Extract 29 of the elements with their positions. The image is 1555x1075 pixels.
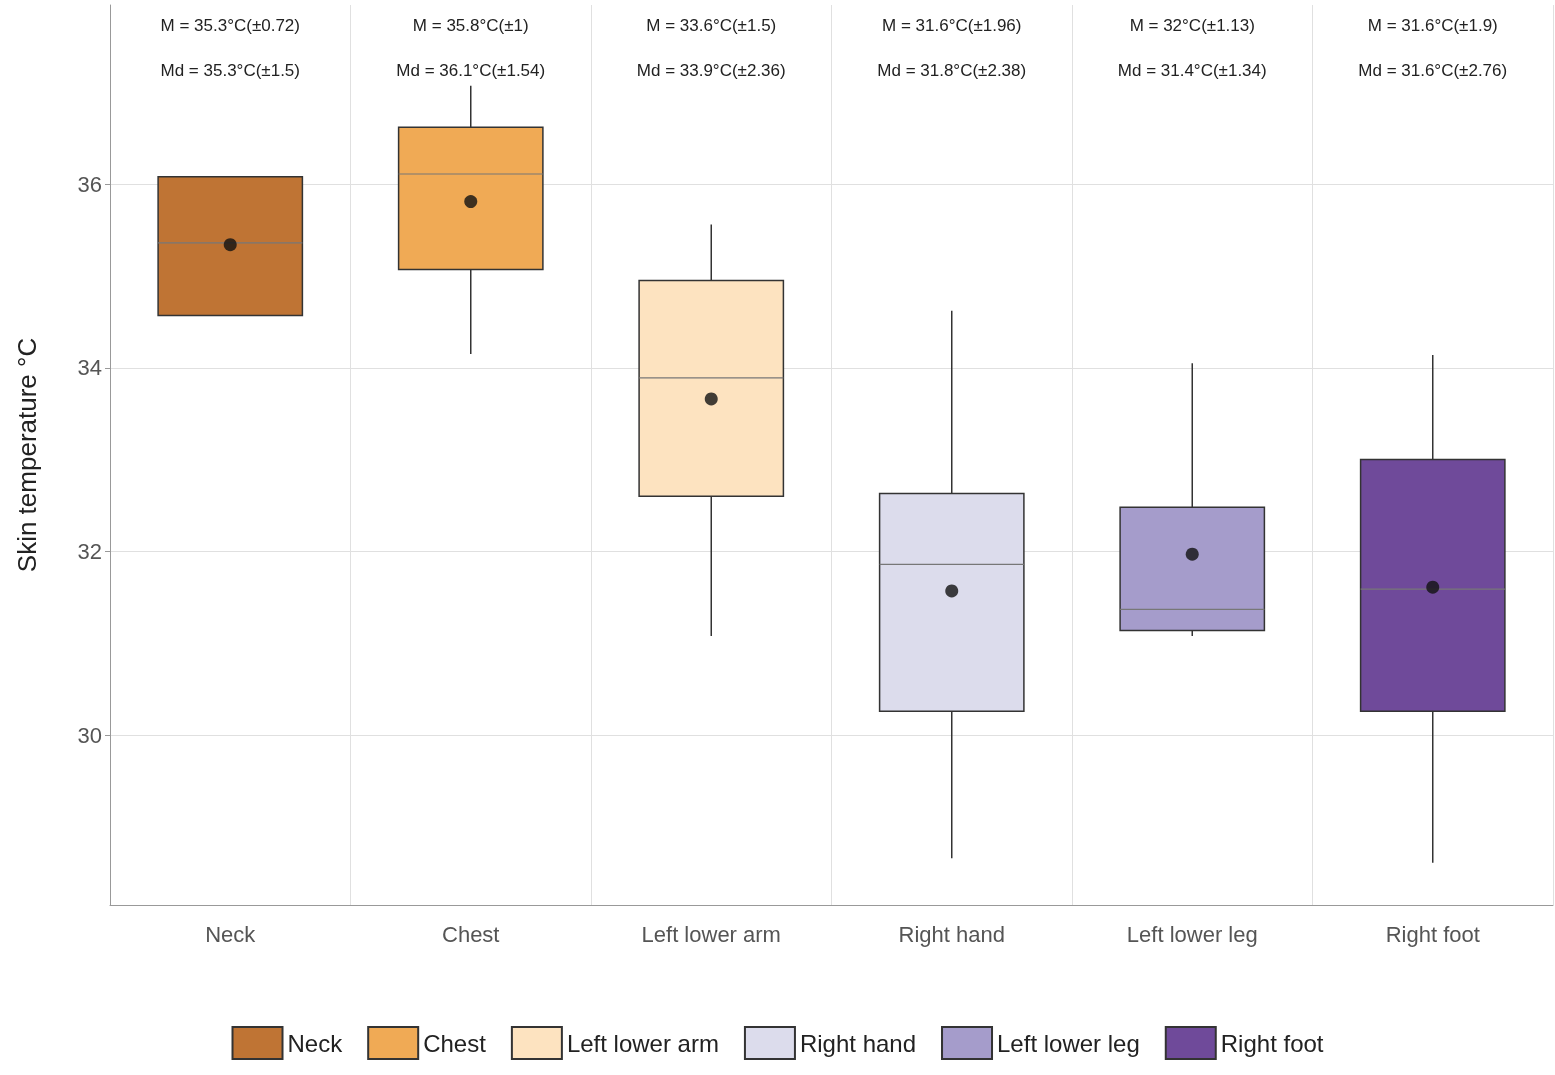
legend-label: Neck xyxy=(287,1029,344,1057)
y-axis-title: Skin temperature °C xyxy=(12,337,42,573)
annotation: Md = 35.3°C(±1.5) xyxy=(160,60,300,80)
y-tick-label: 34 xyxy=(77,355,102,381)
legend-label: Chest xyxy=(423,1029,487,1057)
annotation: M = 35.3°C(±0.72) xyxy=(160,15,300,35)
legend-label: Right hand xyxy=(799,1029,917,1057)
y-tick-label: 36 xyxy=(77,171,102,197)
annotation: Md = 31.6°C(±2.76) xyxy=(1358,60,1508,80)
legend-label: Left lower leg xyxy=(997,1029,1140,1057)
annotation: Md = 31.8°C(±2.38) xyxy=(877,60,1027,80)
annotation: M = 31.6°C(±1.96) xyxy=(882,15,1022,35)
annotation: Md = 33.9°C(±2.36) xyxy=(636,60,786,80)
x-tick-label: Left lower leg xyxy=(1126,921,1258,947)
x-tick-label: Right hand xyxy=(898,921,1005,947)
x-tick-label: Left lower arm xyxy=(641,921,781,947)
annotation: Md = 31.4°C(±1.34) xyxy=(1117,60,1267,80)
annotation: M = 31.6°C(±1.9) xyxy=(1367,15,1498,35)
y-tick-label: 30 xyxy=(77,722,102,748)
annotation: M = 33.6°C(±1.5) xyxy=(646,15,777,35)
y-tick-label: 32 xyxy=(77,538,102,564)
x-tick-label: Neck xyxy=(205,921,257,947)
x-tick-label: Right foot xyxy=(1385,921,1480,947)
x-tick-label: Chest xyxy=(442,921,500,947)
annotation: M = 35.8°C(±1) xyxy=(412,15,529,35)
annotation: Md = 36.1°C(±1.54) xyxy=(396,60,546,80)
annotation: M = 32°C(±1.13) xyxy=(1129,15,1255,35)
legend-label: Left lower arm xyxy=(566,1029,719,1057)
legend-label: Right foot xyxy=(1220,1029,1324,1057)
